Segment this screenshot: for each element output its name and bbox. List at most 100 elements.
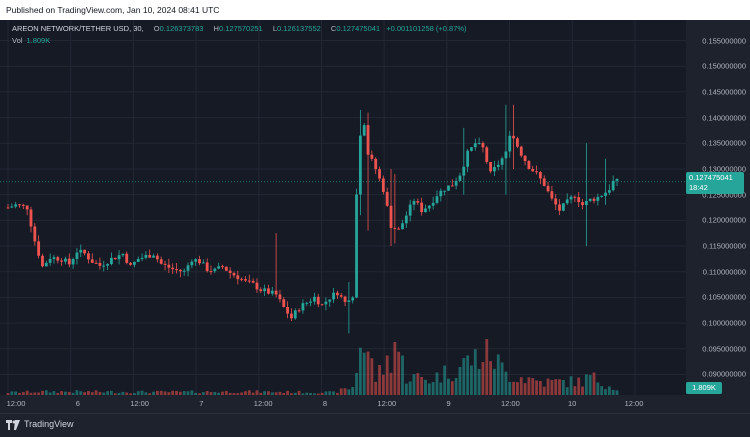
candle-body [313, 296, 316, 302]
volume-bar [140, 390, 144, 395]
candle-body [542, 178, 546, 186]
candle-body [6, 207, 10, 209]
volume-bar [171, 390, 175, 395]
volume-bar [87, 391, 90, 395]
candle-body [33, 226, 37, 242]
volume-bar [443, 365, 447, 395]
volume-bar [324, 391, 328, 395]
volume-bar [447, 378, 450, 395]
volume-bar [121, 391, 125, 395]
volume-bar [535, 380, 538, 395]
price-axis[interactable]: 0.155000000 0.150000000 0.145000000 0.14000… [686, 20, 750, 395]
volume-bar [611, 389, 615, 395]
volume-bar [25, 390, 29, 395]
candle-body [320, 304, 324, 306]
volume-bar [412, 374, 416, 395]
price-chart[interactable] [0, 20, 686, 395]
candle-body [87, 253, 90, 260]
volume-bar [370, 358, 374, 395]
candle-body [615, 178, 619, 181]
candle-body [136, 259, 140, 262]
candle-body [470, 147, 473, 151]
volume-bar [420, 377, 424, 395]
candle-body [565, 199, 569, 204]
price-axis-label: 0.135000000 [702, 138, 746, 148]
volume-bar [132, 393, 136, 395]
candle-body [159, 259, 163, 264]
volume-bar [569, 376, 573, 395]
chart-area[interactable] [0, 20, 686, 395]
volume-bar [228, 392, 232, 395]
candle-body [328, 299, 332, 302]
volume-bar [182, 391, 186, 395]
candle-body [462, 166, 466, 176]
volume-bar [71, 392, 75, 395]
candle-body [378, 169, 381, 179]
volume-bar [489, 361, 493, 395]
volume-bar [523, 383, 527, 395]
candle-body [240, 279, 244, 281]
symbol-name: AREON NETWORK/TETHER USD, 30, [12, 24, 144, 33]
candle-body [493, 166, 496, 172]
volume-bar [519, 377, 523, 395]
volume-bar [190, 390, 194, 395]
volume-bar [531, 378, 535, 395]
volume-bar [117, 392, 121, 395]
candle-body [178, 269, 182, 272]
volume-bar [64, 391, 67, 395]
volume-bar [550, 380, 554, 395]
candle-body [83, 249, 87, 254]
candle-body [508, 135, 512, 152]
volume-bar [6, 393, 10, 395]
candle-body [596, 196, 600, 201]
candle-body [404, 215, 408, 224]
volume-bar [163, 391, 167, 395]
volume-bar [381, 374, 385, 395]
volume-bar [351, 387, 355, 395]
price-axis-label: 0.090000000 [702, 369, 746, 379]
candle-body [286, 306, 290, 314]
volume-bar [584, 374, 588, 395]
volume-bar [209, 392, 213, 395]
volume-bar [301, 393, 305, 395]
volume-bar [362, 352, 366, 395]
volume-bar [473, 349, 477, 395]
volume-bar [493, 368, 496, 395]
price-axis-label: 0.150000000 [702, 61, 746, 71]
candle-body [324, 301, 328, 305]
high-label: H [213, 24, 219, 33]
volume-bar [201, 392, 205, 395]
candle-body [512, 135, 515, 139]
volume-legend: Vol 1.809K [12, 36, 50, 45]
change-value: +0.001101258 (+0.87%) [386, 24, 467, 33]
volume-bar [313, 393, 316, 395]
time-axis[interactable]: 12:00 6 12:00 7 12:00 8 12:00 9 12:00 10 12:00 [0, 395, 686, 413]
volume-bar [366, 351, 370, 395]
volume-bar [274, 392, 278, 395]
candle-body [171, 267, 175, 270]
volume-bar [198, 393, 201, 395]
candle-body [94, 262, 98, 264]
volume-bar [527, 377, 531, 395]
volume-bar [21, 392, 25, 395]
symbol-legend: AREON NETWORK/TETHER USD, 30, O0.1263737… [12, 24, 467, 33]
volume-bar [102, 392, 106, 395]
candle-body [186, 265, 190, 271]
volume-bar [512, 381, 515, 395]
candle-body [332, 292, 335, 300]
candle-body [224, 266, 228, 271]
candle-body [458, 175, 462, 181]
candle-body [450, 185, 454, 187]
candle-body [209, 271, 213, 273]
candle-body [25, 205, 29, 210]
candle-body [569, 196, 573, 200]
candle-body [351, 297, 355, 301]
candle-body [558, 204, 561, 211]
candle-body [297, 310, 301, 312]
time-axis-label: 8 [322, 399, 328, 408]
candle-body [67, 258, 71, 265]
candle-body [393, 227, 397, 229]
time-axis-label: 12:00 [501, 399, 520, 408]
candle-body [489, 161, 493, 172]
candle-body [546, 185, 550, 192]
